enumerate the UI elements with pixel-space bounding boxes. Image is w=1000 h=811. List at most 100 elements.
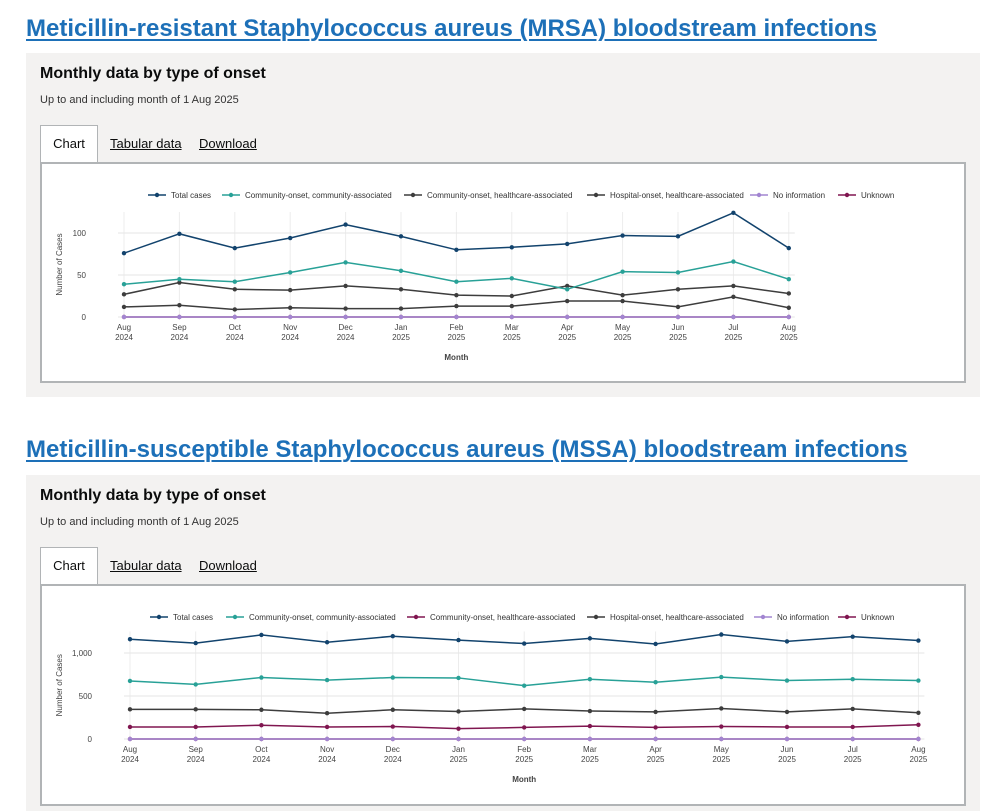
mrsa-data-point	[454, 303, 459, 309]
mssa-legend-swatch-dot	[232, 614, 238, 620]
mrsa-data-point	[731, 283, 736, 289]
mrsa-xtick-year: 2025	[780, 333, 798, 342]
mssa-xtick-month: Mar	[583, 745, 597, 754]
mssa-data-point	[259, 736, 264, 742]
mssa-data-point	[850, 677, 855, 682]
mssa-chart-panel: 0 500 1,000 Number of Cases Aug 2024 Sep 2024 Oc…	[40, 584, 966, 806]
mssa-data-point	[193, 724, 198, 730]
mssa-data-point	[916, 678, 921, 683]
mrsa-data-point	[177, 231, 182, 237]
mrsa-data-point	[731, 210, 736, 216]
mssa-data-point	[456, 637, 461, 643]
mssa-data-point	[587, 677, 593, 682]
mssa-data-point	[587, 736, 593, 742]
mssa-data-point	[259, 723, 264, 728]
mssa-data-point	[784, 709, 790, 715]
mrsa-data-point	[398, 268, 404, 273]
mrsa-xtick-year: 2025	[448, 333, 466, 342]
mssa-xtick-month: Oct	[255, 745, 268, 754]
mssa-tab-chart[interactable]: Chart	[40, 547, 98, 585]
mrsa-xtick-year: 2024	[226, 333, 244, 342]
mssa-tab-download[interactable]: Download	[199, 558, 257, 573]
mrsa-tab-tabular-data[interactable]: Tabular data	[110, 136, 182, 151]
mssa-xtick-year: 2025	[647, 755, 665, 764]
mssa-data-point	[850, 736, 855, 742]
mssa-ytick-label: 0	[88, 735, 93, 744]
mrsa-data-point	[620, 292, 625, 298]
mssa-data-point	[259, 707, 264, 712]
mrsa-legend-swatch-dot	[844, 192, 850, 198]
mrsa-tab-chart[interactable]: Chart	[40, 125, 98, 163]
mssa-legend-label: Community-onset, community-associated	[249, 613, 396, 622]
mssa-data-point	[456, 709, 461, 714]
mssa-data-point	[193, 640, 198, 646]
mrsa-xtick-year: 2024	[115, 333, 133, 342]
mrsa-data-point	[177, 314, 182, 320]
mrsa-xtick-year: 2025	[614, 333, 632, 342]
mrsa-data-point	[454, 314, 459, 320]
mssa-data-point	[522, 736, 527, 742]
mssa-xtick-month: Feb	[517, 745, 531, 754]
mrsa-data-point	[121, 282, 127, 287]
mrsa-data-point	[509, 303, 514, 309]
mrsa-data-point	[509, 293, 514, 299]
mssa-data-point	[653, 641, 658, 647]
mssa-card-title: Monthly data by type of onset	[40, 487, 266, 504]
mrsa-xtick-month: Aug	[117, 323, 131, 332]
mssa-data-point	[456, 726, 461, 731]
mssa-data-point	[127, 724, 133, 730]
mssa-legend-swatch-dot	[156, 614, 162, 620]
mssa-section: Meticillin-susceptible Staphylococcus au…	[0, 420, 1000, 811]
mssa-heading-link[interactable]: Meticillin-susceptible Staphylococcus au…	[26, 436, 908, 463]
mssa-xtick-year: 2025	[844, 755, 862, 764]
mssa-legend-label: Hospital-onset, healthcare-associated	[610, 613, 744, 622]
mssa-xlabel: Month	[512, 775, 536, 784]
mssa-data-point	[390, 736, 395, 742]
mssa-data-point	[587, 636, 593, 641]
mssa-xtick-month: Apr	[649, 745, 662, 754]
mrsa-data-point	[786, 314, 791, 320]
mrsa-card-title: Monthly data by type of onset	[40, 65, 266, 82]
mrsa-data-point	[786, 245, 791, 251]
mrsa-legend-swatch-dot	[228, 192, 234, 198]
mssa-data-point	[456, 736, 461, 742]
mrsa-data-point	[786, 305, 791, 310]
mssa-legend-swatch-dot	[593, 614, 599, 620]
mrsa-data-point	[121, 314, 127, 320]
mssa-data-point	[719, 724, 724, 729]
mssa-legend-label: Community-onset, healthcare-associated	[430, 613, 575, 622]
mrsa-data-point	[675, 314, 681, 320]
mssa-xtick-year: 2025	[712, 755, 730, 764]
mssa-tab-tabular-data[interactable]: Tabular data	[110, 558, 182, 573]
mrsa-data-point	[288, 235, 293, 241]
mrsa-data-point	[675, 304, 681, 310]
mssa-xtick-year: 2024	[253, 755, 271, 764]
mssa-xtick-year: 2024	[121, 755, 139, 764]
mrsa-data-point	[509, 245, 514, 250]
mrsa-ylabel: Number of Cases	[55, 233, 64, 295]
mssa-xtick-year: 2024	[318, 755, 336, 764]
mrsa-data-point	[620, 269, 625, 274]
mssa-data-point	[784, 724, 790, 730]
mrsa-data-point	[731, 314, 736, 320]
mrsa-xtick-year: 2024	[281, 333, 299, 342]
mrsa-heading-link[interactable]: Meticillin-resistant Staphylococcus aure…	[26, 15, 877, 42]
mrsa-card-subtitle: Up to and including month of 1 Aug 2025	[40, 94, 239, 106]
mssa-data-point	[259, 675, 264, 680]
mrsa-data-point	[121, 250, 127, 256]
mssa-data-point	[127, 637, 133, 642]
mssa-data-point	[324, 736, 330, 742]
mssa-xtick-year: 2025	[910, 755, 928, 764]
mssa-data-point	[719, 674, 724, 680]
mrsa-tab-download[interactable]: Download	[199, 136, 257, 151]
mssa-data-point	[390, 675, 395, 680]
mrsa-data-point	[343, 283, 348, 289]
mssa-legend-swatch-dot	[413, 614, 419, 620]
mssa-data-point	[784, 678, 790, 683]
mrsa-data-point	[343, 260, 348, 265]
mssa-data-point	[653, 680, 658, 685]
mssa-xtick-month: Nov	[320, 745, 334, 754]
mssa-data-point	[916, 736, 921, 742]
